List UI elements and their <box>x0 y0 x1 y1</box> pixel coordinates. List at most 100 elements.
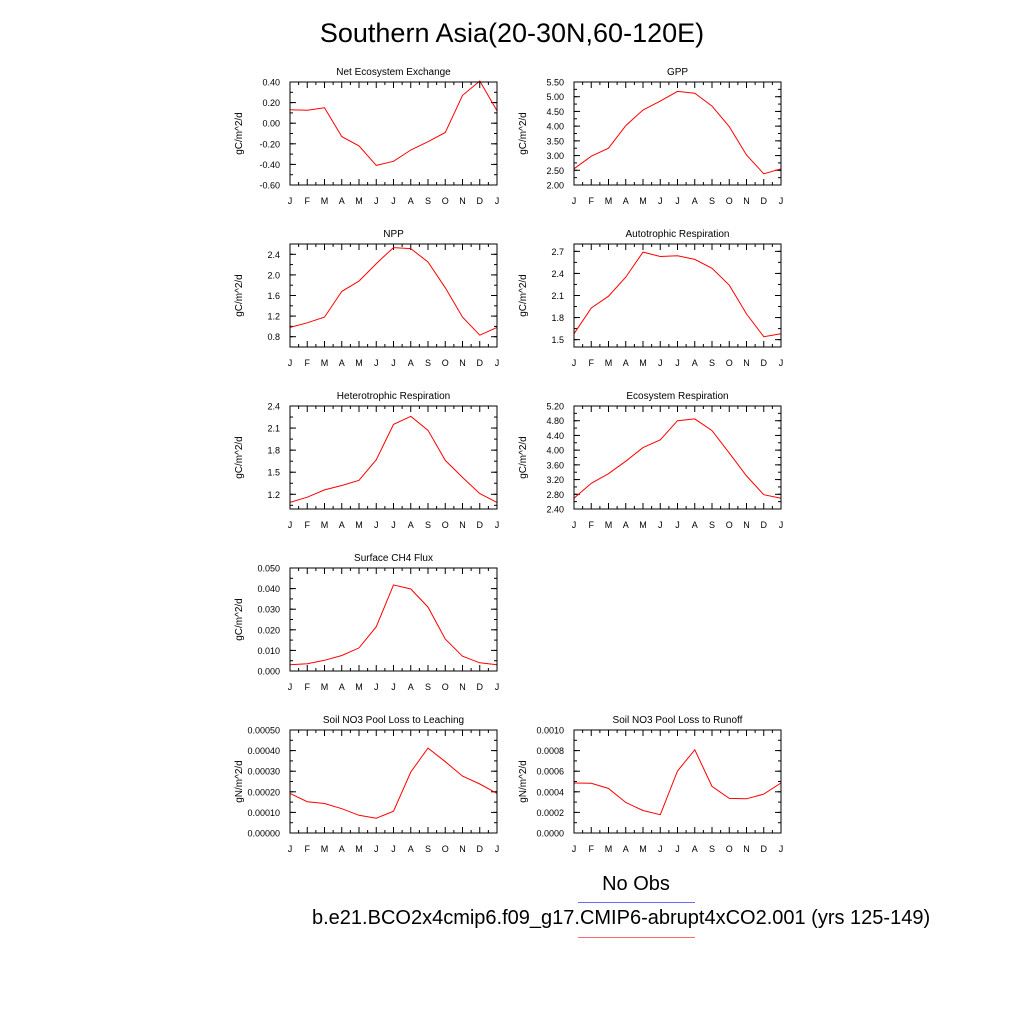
y-axis-label: gN/m^2/d <box>518 760 529 803</box>
y-tick-label: 0.0008 <box>536 746 564 756</box>
x-tick-label: J <box>288 844 293 854</box>
y-axis-label: gC/m^2/d <box>518 112 529 155</box>
x-tick-label: A <box>339 520 345 530</box>
x-tick-label: F <box>589 358 595 368</box>
y-tick-label: 4.40 <box>546 431 564 441</box>
x-tick-label: O <box>442 682 449 692</box>
x-tick-label: J <box>374 358 379 368</box>
x-tick-label: S <box>425 358 431 368</box>
x-tick-label: J <box>391 196 396 206</box>
y-tick-label: 2.0 <box>267 270 280 280</box>
x-tick-label: S <box>425 520 431 530</box>
y-tick-label: 0.00 <box>262 119 280 129</box>
x-tick-label: S <box>709 358 715 368</box>
plot-frame <box>289 405 498 510</box>
x-tick-label: J <box>675 196 680 206</box>
x-tick-label: J <box>288 358 293 368</box>
x-tick-label: M <box>355 844 363 854</box>
x-tick-label: J <box>495 196 500 206</box>
y-tick-label: 3.50 <box>546 136 564 146</box>
x-tick-label: J <box>495 358 500 368</box>
x-tick-label: M <box>639 844 647 854</box>
x-tick-label: J <box>658 520 663 530</box>
y-axis-label: gC/m^2/d <box>234 112 245 155</box>
x-tick-label: M <box>639 358 647 368</box>
y-tick-label: 0.20 <box>262 98 280 108</box>
x-tick-label: A <box>623 520 629 530</box>
y-tick-label: 2.1 <box>551 291 564 301</box>
x-tick-label: O <box>726 520 733 530</box>
x-tick-label: N <box>743 196 750 206</box>
y-tick-label: 4.00 <box>546 446 564 456</box>
x-tick-label: A <box>408 682 414 692</box>
plot-frame <box>289 567 498 672</box>
x-tick-label: J <box>391 844 396 854</box>
x-tick-label: S <box>709 520 715 530</box>
y-tick-label: 0.000 <box>257 667 280 677</box>
plot-frame <box>289 243 498 348</box>
x-tick-label: J <box>495 520 500 530</box>
y-tick-label: 0.0006 <box>536 767 564 777</box>
y-tick-label: 1.8 <box>551 313 564 323</box>
data-line <box>289 584 498 666</box>
data-line <box>289 747 498 819</box>
y-tick-label: 5.20 <box>546 402 564 412</box>
x-tick-label: M <box>321 358 329 368</box>
y-tick-label: 4.80 <box>546 416 564 426</box>
x-tick-label: J <box>572 520 577 530</box>
y-tick-label: 0.0010 <box>536 726 564 736</box>
plot-frame <box>573 729 782 834</box>
data-line <box>573 251 782 338</box>
data-line <box>289 415 498 503</box>
x-tick-label: A <box>623 196 629 206</box>
y-tick-label: 0.00020 <box>247 787 280 797</box>
x-tick-label: M <box>605 520 613 530</box>
x-tick-label: J <box>374 682 379 692</box>
x-tick-label: J <box>391 682 396 692</box>
x-tick-label: A <box>339 196 345 206</box>
x-tick-label: S <box>425 844 431 854</box>
legend-model-label: b.e21.BCO2x4cmip6.f09_g17.CMIP6-abrupt4x… <box>312 907 931 929</box>
chart-title: Surface CH4 Flux <box>354 553 433 564</box>
x-tick-label: D <box>477 358 484 368</box>
y-axis-label: gC/m^2/d <box>234 274 245 317</box>
x-tick-label: A <box>339 844 345 854</box>
x-tick-label: A <box>339 358 345 368</box>
y-tick-label: 2.1 <box>267 424 280 434</box>
x-tick-label: J <box>288 520 293 530</box>
x-tick-label: J <box>391 520 396 530</box>
x-tick-label: S <box>709 196 715 206</box>
y-tick-label: 0.040 <box>257 584 280 594</box>
x-tick-label: J <box>658 196 663 206</box>
y-tick-label: 0.030 <box>257 605 280 615</box>
x-tick-label: J <box>675 358 680 368</box>
x-tick-label: D <box>761 358 768 368</box>
x-tick-label: O <box>442 358 449 368</box>
chart-title: Ecosystem Respiration <box>626 391 728 402</box>
chart-title: Soil NO3 Pool Loss to Runoff <box>613 715 743 726</box>
chart-title: GPP <box>667 67 688 78</box>
x-tick-label: A <box>623 358 629 368</box>
x-tick-label: M <box>321 844 329 854</box>
x-tick-label: J <box>572 196 577 206</box>
y-tick-label: 4.00 <box>546 122 564 132</box>
x-tick-label: F <box>589 520 595 530</box>
x-tick-label: J <box>572 358 577 368</box>
x-tick-label: M <box>355 196 363 206</box>
x-tick-label: A <box>692 358 698 368</box>
x-tick-label: A <box>692 520 698 530</box>
x-tick-label: D <box>761 844 768 854</box>
x-tick-label: N <box>459 358 466 368</box>
y-tick-label: 3.00 <box>546 151 564 161</box>
x-tick-label: N <box>743 844 750 854</box>
x-tick-label: J <box>779 358 784 368</box>
x-tick-label: D <box>477 520 484 530</box>
y-tick-label: 1.5 <box>267 468 280 478</box>
x-tick-label: S <box>709 844 715 854</box>
x-tick-label: A <box>408 520 414 530</box>
x-tick-label: J <box>374 520 379 530</box>
y-tick-label: 2.80 <box>546 490 564 500</box>
chart-title: Heterotrophic Respiration <box>337 391 450 402</box>
